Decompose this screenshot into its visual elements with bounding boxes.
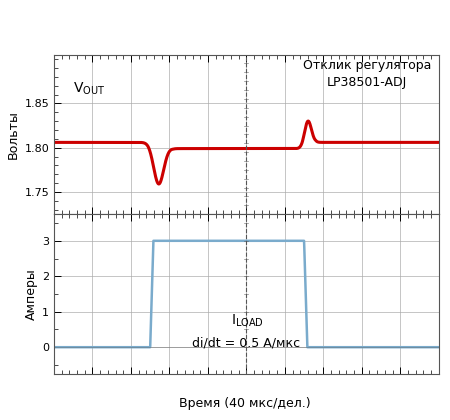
Y-axis label: Амперы: Амперы [25, 268, 38, 320]
Text: $\mathdefault{I_{LOAD}}$: $\mathdefault{I_{LOAD}}$ [231, 312, 264, 328]
Y-axis label: Вольты: Вольты [7, 110, 20, 159]
Text: di/dt = 0.5 А/мкс: di/dt = 0.5 А/мкс [192, 337, 301, 350]
Text: Время (40 мкс/дел.): Время (40 мкс/дел.) [180, 396, 311, 410]
Text: Отклик регулятора
LP38501-ADJ: Отклик регулятора LP38501-ADJ [303, 59, 431, 89]
Text: $\mathdefault{V_{OUT}}$: $\mathdefault{V_{OUT}}$ [73, 81, 105, 97]
